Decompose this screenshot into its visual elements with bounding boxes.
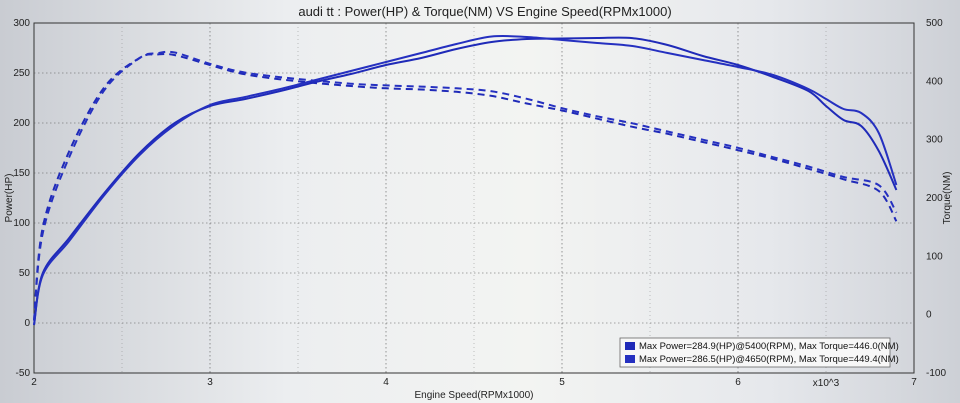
- x-tick-label: 6: [735, 377, 741, 388]
- legend: Max Power=284.9(HP)@5400(RPM), Max Torqu…: [619, 337, 899, 368]
- legend-entry-1: Max Power=284.9(HP)@5400(RPM), Max Torqu…: [639, 341, 899, 352]
- x-tick-label: 7: [911, 377, 917, 388]
- y-right-tick-label: 0: [926, 310, 932, 321]
- y-right-tick-label: 300: [926, 135, 943, 146]
- y-left-tick-label: 200: [13, 118, 30, 129]
- y-right-tick-label: 500: [926, 18, 943, 29]
- series-layer: [33, 34, 898, 326]
- series-line-4: [33, 50, 898, 321]
- x-tick-label: 5: [559, 377, 565, 388]
- x-tick-label: 4: [383, 377, 389, 388]
- ticks-layer: 2 3 4 5 6 7 -50 0 50 100 150 200 250 300 -100 0 100 200 30…: [13, 18, 946, 388]
- y-left-tick-label: 150: [13, 168, 30, 179]
- y-axis-left-label: Power(HP): [4, 174, 15, 223]
- legend-swatch-2: [625, 355, 635, 363]
- y-right-tick-label: 100: [926, 251, 943, 262]
- x-axis-label: Engine Speed(RPMx1000): [415, 390, 534, 401]
- x-tick-label: 3: [207, 377, 213, 388]
- y-left-tick-label: 0: [24, 318, 30, 329]
- x-tick-label: 2: [31, 377, 37, 388]
- legend-entry-2: Max Power=286.5(HP)@4650(RPM), Max Torqu…: [639, 354, 899, 365]
- grid: [34, 23, 914, 373]
- y-left-tick-label: 50: [19, 268, 31, 279]
- y-left-tick-label: 300: [13, 18, 30, 29]
- series-line-1: [33, 36, 898, 326]
- y-right-tick-label: 400: [926, 76, 943, 87]
- legend-swatch-1: [625, 342, 635, 350]
- series-line-3: [33, 52, 898, 321]
- x-multiplier-label: x10^3: [813, 378, 840, 389]
- y-right-tick-label: 200: [926, 193, 943, 204]
- y-left-tick-label: -50: [16, 368, 31, 379]
- y-axis-right-label: Torque(NM): [942, 172, 953, 225]
- y-left-tick-label: 100: [13, 218, 30, 229]
- legend-box: [619, 337, 891, 368]
- y-right-tick-label: -100: [926, 368, 946, 379]
- chart-title: audi tt : Power(HP) & Torque(NM) VS Engi…: [298, 4, 671, 19]
- y-left-tick-label: 250: [13, 68, 30, 79]
- series-line-2: [33, 34, 898, 326]
